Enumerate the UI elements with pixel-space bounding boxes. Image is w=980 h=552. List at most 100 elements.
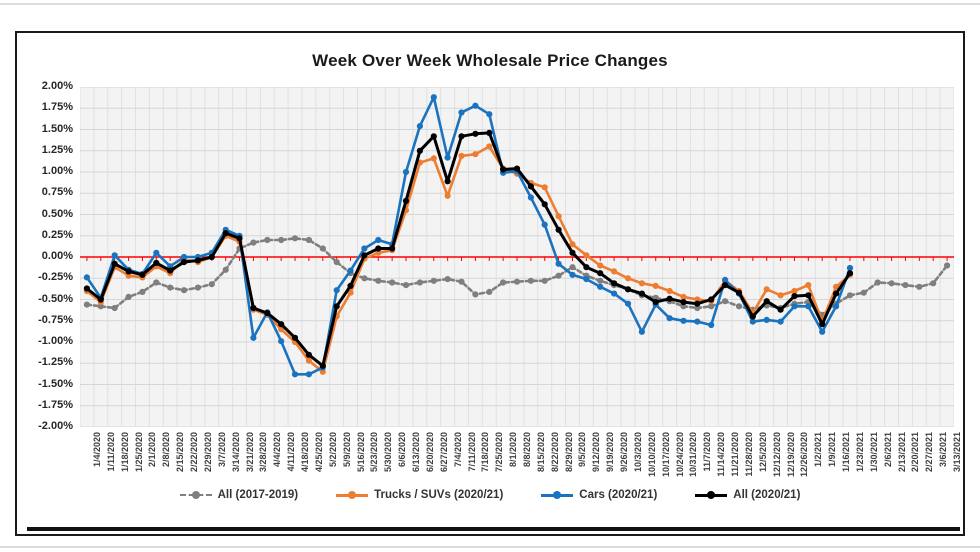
data-point (347, 289, 354, 296)
data-point (291, 371, 299, 378)
data-point (125, 293, 132, 300)
data-point (541, 277, 548, 284)
bottom-divider (0, 546, 980, 548)
series-line-3 (85, 131, 852, 368)
data-point (444, 178, 451, 185)
data-point (597, 270, 604, 277)
data-point (430, 94, 437, 101)
data-point (735, 303, 743, 310)
data-point (694, 300, 701, 307)
data-point (319, 362, 326, 369)
data-point (944, 262, 951, 269)
data-point (375, 249, 382, 256)
data-point (597, 277, 604, 284)
data-point (833, 283, 840, 290)
data-point (652, 282, 659, 289)
data-point (250, 304, 257, 312)
data-point (652, 299, 659, 306)
data-point (527, 194, 534, 201)
y-tick-label: -1.00% (38, 335, 73, 347)
data-point (111, 304, 118, 312)
data-point (416, 123, 423, 130)
data-point (291, 334, 299, 341)
data-point (694, 304, 701, 312)
data-point (874, 279, 881, 286)
data-point (708, 321, 715, 329)
data-point (291, 235, 299, 242)
data-point (777, 318, 784, 325)
legend-label: Cars (2020/21) (579, 489, 658, 501)
data-point (278, 338, 285, 345)
data-point (708, 296, 715, 303)
data-point (513, 278, 521, 285)
data-point (83, 285, 90, 292)
legend-marker-icon (541, 491, 574, 499)
data-point (555, 260, 562, 267)
data-point (83, 274, 90, 281)
data-point (860, 289, 867, 296)
data-point (624, 300, 632, 307)
data-point (278, 321, 285, 328)
y-tick-label: 1.25% (41, 143, 73, 156)
data-point (236, 235, 243, 242)
data-point (722, 276, 729, 283)
data-point (458, 152, 465, 159)
data-point (833, 303, 840, 310)
data-point (500, 279, 507, 286)
data-point (208, 281, 215, 288)
price-chart (80, 87, 954, 427)
legend-item-3: All (2020/21) (695, 489, 800, 501)
data-point (555, 226, 562, 233)
data-point (180, 253, 188, 261)
data-point (680, 293, 687, 300)
data-point (361, 252, 368, 259)
data-point (430, 155, 437, 162)
data-point (333, 259, 340, 266)
data-point (694, 318, 701, 325)
data-point (305, 351, 312, 358)
legend-label: All (2017-2019) (217, 489, 299, 501)
data-point (319, 368, 326, 375)
data-point (472, 291, 479, 298)
data-point (597, 283, 604, 290)
data-point (278, 236, 285, 244)
data-point (902, 282, 909, 289)
y-tick-label: -1.50% (38, 377, 73, 390)
legend-marker-icon (336, 491, 369, 499)
data-point (139, 271, 146, 278)
data-point (888, 280, 895, 287)
data-point (749, 318, 756, 325)
data-point (638, 290, 646, 297)
y-tick-label: -0.75% (38, 313, 73, 326)
data-point (777, 292, 784, 299)
data-point (833, 290, 840, 297)
data-point (791, 303, 798, 310)
data-point (458, 109, 465, 116)
data-point (347, 282, 354, 289)
data-point (569, 271, 576, 278)
data-point (264, 310, 271, 317)
data-point (83, 301, 90, 308)
data-point (222, 266, 229, 273)
data-point (444, 192, 451, 199)
y-tick-label: -0.50% (38, 292, 73, 305)
data-point (416, 279, 423, 286)
y-tick-label: 2.00% (41, 80, 73, 92)
data-point (180, 287, 188, 294)
bottom-rule (27, 527, 960, 531)
legend-item-0: All (2017-2019) (179, 489, 299, 501)
data-point (569, 264, 576, 271)
data-point (805, 303, 812, 310)
data-point (638, 328, 646, 335)
data-point (805, 282, 812, 289)
data-point (180, 259, 188, 266)
data-point (763, 286, 770, 293)
data-point (583, 264, 590, 271)
data-point (527, 183, 534, 190)
data-point (666, 287, 673, 295)
data-point (680, 317, 687, 324)
data-point (513, 165, 521, 172)
data-point (611, 280, 618, 287)
data-point (777, 306, 784, 313)
data-point (250, 239, 257, 246)
